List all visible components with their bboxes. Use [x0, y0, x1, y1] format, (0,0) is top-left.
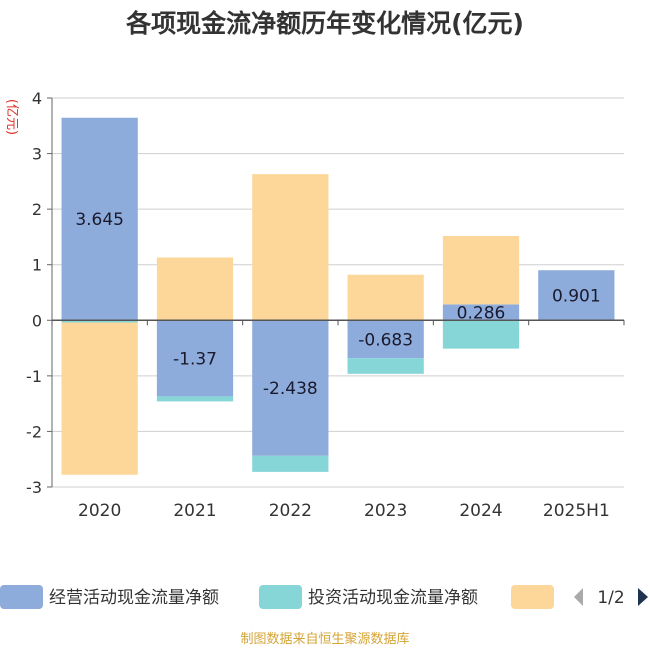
legend-item-label: 投资活动现金流量净额 [308, 588, 478, 608]
data-label-2020: 3.645 [75, 210, 124, 230]
legend-swatch [259, 585, 302, 609]
y-tick-label: -3 [26, 478, 42, 497]
data-label-2021: -1.37 [173, 349, 217, 369]
x-axis-ticks: 2020 2021 2022 2023 2024 2025H1 [78, 501, 610, 521]
x-tick-label: 2024 [459, 501, 502, 521]
legend[interactable]: 经营活动现金流量净额 投资活动现金流量净额 [0, 585, 554, 609]
x-tick-label: 2021 [173, 501, 216, 521]
legend-swatch [0, 585, 43, 609]
legend-page-indicator: 1/2 [597, 588, 624, 608]
bars [61, 117, 615, 475]
data-label-2022: -2.438 [263, 379, 318, 399]
grid-lines [52, 97, 624, 488]
y-tick-label: -1 [26, 367, 42, 386]
bar-2020-series-1 [61, 320, 138, 323]
y-tick-label: 3 [32, 145, 42, 164]
next-page-icon[interactable] [638, 588, 648, 606]
bar-2021-series-0 [156, 320, 234, 397]
data-label-2023: -0.683 [358, 330, 413, 350]
prev-page-icon[interactable] [574, 588, 583, 606]
bar-2022-series-2 [252, 174, 329, 321]
y-axis-ticks: -3 -2 -1 0 1 2 3 4 [26, 89, 52, 497]
bar-2021-series-2 [156, 257, 234, 321]
bar-2025H1-series-0 [538, 270, 615, 321]
bar-2023-series-0 [347, 320, 424, 359]
y-tick-label: 4 [32, 89, 42, 108]
bar-2024-series-1 [442, 320, 520, 349]
x-tick-label: 2023 [364, 501, 407, 521]
chart-title: 各项现金流净额历年变化情况(亿元) [125, 9, 524, 38]
data-label-2024: 0.286 [457, 303, 506, 323]
bar-2020-series-2 [61, 322, 138, 475]
legend-pager[interactable]: 1/2 [574, 588, 648, 608]
bar-2023-series-2 [347, 274, 424, 321]
data-labels: 3.645 -1.37 -2.438 -0.683 0.286 0.901 [75, 210, 600, 399]
x-tick-label: 2022 [269, 501, 312, 521]
x-tick-label: 2025H1 [543, 501, 610, 521]
bar-2022-series-1 [252, 455, 329, 472]
data-label-2025H1: 0.901 [552, 286, 601, 306]
y-tick-label: 0 [32, 311, 42, 330]
y-axis-unit-label: (亿元) [4, 99, 19, 135]
bar-2020-series-0 [61, 117, 138, 321]
legend-swatch [511, 585, 554, 609]
y-tick-label: -2 [26, 422, 42, 441]
bar-2023-series-1 [347, 358, 424, 374]
x-tick-label: 2020 [78, 501, 121, 521]
bar-2024-series-0 [442, 304, 520, 321]
y-tick-label: 1 [32, 256, 42, 275]
legend-item-label: 经营活动现金流量净额 [49, 588, 219, 608]
bar-2024-series-2 [442, 236, 520, 305]
bar-2022-series-0 [252, 320, 329, 456]
bar-2021-series-1 [156, 396, 234, 402]
axes [51, 98, 625, 487]
source-note: 制图数据来自恒生聚源数据库 [240, 631, 409, 647]
y-tick-label: 2 [32, 200, 42, 219]
